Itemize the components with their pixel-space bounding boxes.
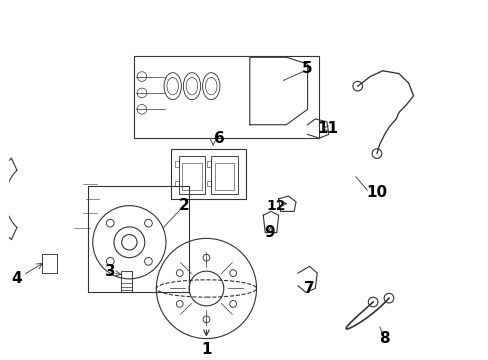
Text: 10: 10	[366, 185, 387, 200]
Bar	[207, 181, 211, 186]
Text: 6: 6	[213, 131, 224, 146]
Bar	[182, 163, 201, 190]
Text: 1: 1	[201, 342, 211, 357]
Text: 2: 2	[179, 198, 189, 213]
Text: 3: 3	[104, 264, 115, 279]
Text: 11: 11	[317, 121, 338, 136]
Text: 9: 9	[263, 225, 274, 240]
Bar	[88, 186, 189, 292]
Bar	[174, 161, 178, 167]
Text: 4: 4	[11, 271, 22, 286]
Text: 12: 12	[266, 199, 286, 213]
Bar	[215, 163, 234, 190]
Bar	[174, 181, 178, 186]
Bar	[170, 149, 245, 199]
Text: 5: 5	[302, 61, 312, 76]
Bar	[134, 56, 319, 138]
Text: 8: 8	[379, 331, 389, 346]
Bar	[211, 156, 238, 194]
Bar	[178, 156, 205, 194]
Bar	[207, 161, 211, 167]
Bar	[121, 271, 132, 292]
Text: 7: 7	[304, 281, 314, 296]
Bar	[41, 254, 57, 273]
